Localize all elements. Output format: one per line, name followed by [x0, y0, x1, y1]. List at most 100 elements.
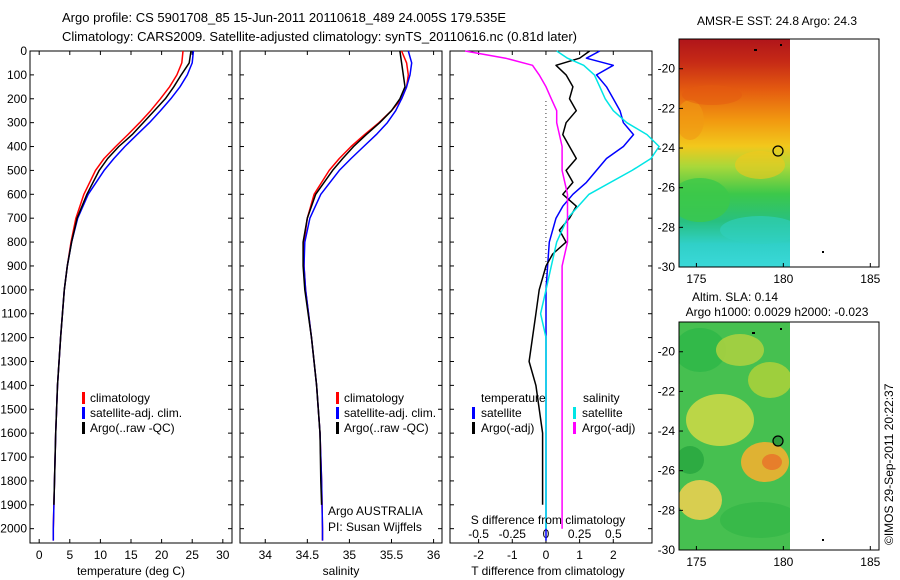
depth-tick-label: 300 — [7, 116, 27, 130]
legend-label-climatology: climatology — [90, 391, 150, 405]
difference-profile-lines — [464, 50, 660, 541]
map-y-tick-label: -24 — [658, 141, 676, 155]
argo-australia-label: Argo AUSTRALIA — [328, 504, 423, 518]
depth-tick-label: 1200 — [0, 331, 27, 345]
x-tick-label: 34 — [259, 548, 273, 562]
sla-map-subtitle: Argo h1000: 0.0029 h2000: -0.023 — [686, 305, 869, 319]
sla-float-position-marker — [772, 435, 784, 447]
depth-tick-label: 1900 — [0, 498, 27, 512]
legend-title-temperature: temperature — [481, 391, 546, 405]
sst-heatmap — [679, 39, 790, 267]
x-tick-label: 20 — [155, 548, 169, 562]
depth-tick-label: 2000 — [0, 522, 27, 536]
sst-map-frame — [678, 38, 880, 268]
map-y-tick-label: -26 — [658, 464, 676, 478]
sla-island-dots — [752, 328, 824, 541]
difference-plot-frame — [449, 50, 653, 544]
temperature-axis-label: temperature (deg C) — [77, 564, 185, 578]
legend-label-climatology: climatology — [344, 391, 404, 405]
legend-swatch-argo — [336, 422, 339, 434]
temperature-plot-frame — [29, 50, 233, 544]
x-tick-label: 36 — [427, 548, 441, 562]
legend-label-argo: Argo(..raw -QC) — [344, 421, 429, 435]
depth-tick-label: 1400 — [0, 378, 27, 392]
map-y-tick-label: -30 — [658, 260, 676, 274]
depth-tick-label: 500 — [7, 163, 27, 177]
legend-label-satellite-adj: satellite-adj. clim. — [344, 406, 436, 420]
legend-label-temperature-satellite: satellite — [481, 406, 522, 420]
depth-tick-label: 1600 — [0, 426, 27, 440]
sla-map-title: Altim. SLA: 0.14 — [692, 290, 778, 304]
x-tick-label: 5 — [66, 548, 73, 562]
temperature-axis-ticks: 0100200300400500600700800900100011001200… — [0, 44, 232, 562]
depth-tick-label: 700 — [7, 211, 27, 225]
map-x-tick-label: 175 — [686, 555, 706, 569]
series-line-argo-raw-qc- — [302, 50, 406, 505]
map-x-tick-label: 185 — [860, 272, 880, 286]
series-line-salinity-argo-adj- — [464, 50, 569, 529]
depth-tick-label: 1700 — [0, 450, 27, 464]
depth-tick-label: 900 — [7, 259, 27, 273]
depth-tick-label: 600 — [7, 187, 27, 201]
sst-map-title: AMSR-E SST: 24.8 Argo: 24.3 — [697, 14, 857, 28]
map-x-tick-label: 180 — [773, 272, 793, 286]
depth-tick-label: 200 — [7, 92, 27, 106]
depth-tick-label: 100 — [7, 68, 27, 82]
sla-heatmap — [679, 322, 790, 550]
map-y-tick-label: -28 — [658, 220, 676, 234]
depth-tick-label: 0 — [20, 44, 27, 58]
legend-swatch-salinity-satellite — [573, 407, 576, 419]
legend-label-salinity-satellite: satellite — [582, 406, 623, 420]
series-line-argo-raw-qc- — [53, 50, 192, 505]
legend-swatch-satellite-adj — [336, 407, 339, 419]
map-y-tick-label: -22 — [658, 384, 676, 398]
legend-swatch-climatology — [336, 392, 339, 404]
legend-label-satellite-adj: satellite-adj. clim. — [90, 406, 182, 420]
legend-swatch-argo — [82, 422, 85, 434]
t-difference-axis-label: T difference from climatology — [471, 564, 625, 578]
x-tick-label: 0 — [543, 548, 550, 562]
sla-map-frame — [678, 321, 880, 551]
s-diff-tick-label: 0.25 — [568, 527, 592, 541]
x-tick-label: 34.5 — [296, 548, 320, 562]
salinity-plot-frame — [239, 50, 443, 544]
legend-swatch-climatology — [82, 392, 85, 404]
series-line-temperature-argo-adj- — [528, 50, 591, 505]
x-tick-label: 0 — [36, 548, 43, 562]
legend-label-salinity-argo: Argo(-adj) — [582, 421, 635, 435]
x-tick-label: -1 — [507, 548, 518, 562]
map-y-tick-label: -28 — [658, 503, 676, 517]
map-y-tick-label: -20 — [658, 345, 676, 359]
x-tick-label: -2 — [473, 548, 484, 562]
depth-tick-label: 1500 — [0, 402, 27, 416]
sst-island-dots — [754, 44, 824, 253]
map-x-tick-label: 175 — [686, 272, 706, 286]
sst-map-axis-ticks: 175 180 185 -20 -22 -24 -26 -28 -30 — [658, 62, 881, 286]
difference-legend: temperature salinity satellite Argo(-adj… — [472, 391, 635, 435]
pi-label: PI: Susan Wijffels — [328, 520, 422, 534]
sla-map-axis-ticks: 175 180 185 -20 -22 -24 -26 -28 -30 — [658, 345, 881, 569]
map-y-tick-label: -20 — [658, 62, 676, 76]
header-line-2: Climatology: CARS2009. Satellite-adjuste… — [62, 29, 577, 44]
map-x-tick-label: 180 — [773, 555, 793, 569]
depth-tick-label: 1300 — [0, 354, 27, 368]
legend-swatch-satellite-adj — [82, 407, 85, 419]
s-diff-tick-label: 0.5 — [605, 527, 622, 541]
map-y-tick-label: -22 — [658, 101, 676, 115]
map-y-tick-label: -24 — [658, 424, 676, 438]
series-line-climatology — [52, 50, 184, 541]
x-tick-label: 35 — [343, 548, 357, 562]
depth-tick-label: 800 — [7, 235, 27, 249]
legend-label-temperature-argo: Argo(-adj) — [481, 421, 534, 435]
x-tick-label: 15 — [124, 548, 138, 562]
x-tick-label: 30 — [216, 548, 230, 562]
legend-swatch-temperature-argo — [472, 422, 475, 434]
legend-swatch-salinity-argo — [573, 422, 576, 434]
depth-tick-label: 1000 — [0, 283, 27, 297]
map-x-tick-label: 185 — [860, 555, 880, 569]
x-tick-label: 25 — [186, 548, 200, 562]
x-tick-label: 10 — [94, 548, 108, 562]
temperature-profile-lines — [52, 50, 195, 541]
depth-tick-label: 1100 — [1, 307, 27, 321]
